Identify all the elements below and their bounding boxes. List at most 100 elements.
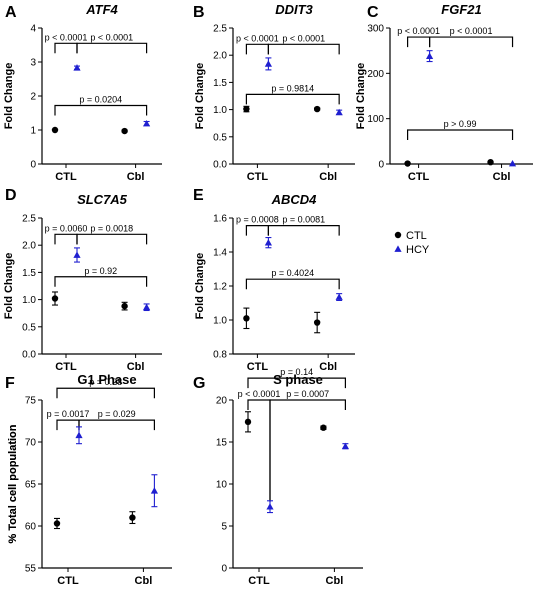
panel-b: B DDIT3 0.0 0.5 1.0 1.5 2.0 2.5 CTL Cbl Fold Chang… — [193, 2, 355, 183]
y-tick-label: 2.5 — [22, 214, 36, 225]
significance-bracket — [78, 419, 155, 431]
significance-bracket — [247, 377, 346, 389]
x-tick-label: Cbl — [135, 575, 153, 587]
y-axis-label: Fold Change — [194, 253, 206, 320]
significance-bracket — [245, 278, 340, 290]
y-tick-label: 1.0 — [213, 316, 227, 327]
y-tick-label: 2 — [30, 92, 36, 103]
data-point-ctl — [243, 105, 250, 113]
data-point-hcy — [75, 431, 83, 439]
x-tick-label: Cbl — [493, 171, 511, 183]
p-value-label: p = 0.0060 — [45, 223, 88, 233]
data-point-hcy — [73, 251, 81, 258]
x-tick-label: CTL — [57, 575, 79, 587]
y-axis-label: % Total cell population — [7, 424, 19, 543]
data-point-ctl — [129, 514, 136, 521]
panel-title: FGF21 — [441, 2, 481, 17]
data-point-ctl — [121, 302, 128, 310]
y-tick-label: 1.2 — [213, 282, 227, 293]
y-axis-label: Fold Change — [3, 253, 15, 320]
y-tick-label: 60 — [25, 522, 37, 533]
y-tick-label: 1.0 — [213, 105, 227, 116]
panel-letter: C — [367, 4, 379, 21]
data-point-hcy — [335, 108, 343, 116]
legend-label: HCY — [406, 244, 430, 256]
panel-letter: E — [193, 187, 204, 204]
significance-bracket — [54, 104, 148, 116]
y-axis-label: Fold Change — [194, 63, 206, 130]
data-point-hcy — [150, 487, 158, 494]
y-tick-label: 4 — [30, 24, 36, 35]
p-value-label: p = 0.92 — [84, 266, 117, 276]
data-point-ctl — [313, 319, 321, 326]
p-value-label: p = 0.4024 — [271, 268, 314, 278]
y-tick-label: 1.0 — [22, 295, 36, 306]
p-value-label: p = 0.0018 — [90, 223, 133, 233]
data-point-ctl — [404, 160, 411, 167]
significance-bracket — [407, 36, 431, 48]
panel-letter: F — [5, 375, 15, 392]
panel-c: C FGF21 0 100 200 300 CTL Cbl Fold Change p < 0.0… — [355, 2, 533, 183]
p-value-label: p = 0.0007 — [286, 389, 329, 399]
p-value-label: p > 0.99 — [444, 119, 477, 129]
p-value-label: p = 0.0081 — [282, 215, 325, 225]
legend-marker-ctl — [394, 231, 402, 239]
data-point-ctl — [313, 105, 321, 113]
data-point-ctl — [244, 418, 252, 426]
panel-g: G S phase 0 5 10 15 20 CTL Cbl % Total cell popul… — [7, 367, 363, 587]
y-tick-label: 0.8 — [213, 350, 227, 361]
x-tick-label: Cbl — [319, 171, 337, 183]
data-point-hcy — [143, 303, 151, 311]
panel-title: ABCD4 — [271, 192, 318, 207]
y-tick-label: 0 — [221, 564, 227, 575]
y-tick-label: 0.0 — [22, 350, 36, 361]
data-point-hcy — [73, 64, 81, 71]
y-tick-label: 75 — [25, 396, 37, 407]
significance-bracket — [54, 276, 148, 287]
y-tick-label: 1 — [30, 126, 36, 137]
data-point-ctl — [320, 424, 327, 431]
significance-bracket — [245, 93, 340, 105]
panel-a: A ATF4 0 1 2 3 4 CTL Cbl Fold Change p < 0.0001 p <… — [3, 2, 162, 183]
data-point-ctl — [487, 158, 494, 166]
y-tick-label: 300 — [367, 24, 384, 35]
data-point-hcy — [143, 119, 151, 127]
y-axis-label: Fold Change — [3, 63, 15, 130]
p-value-label: p < 0.0001 — [450, 26, 493, 36]
data-point-ctl — [53, 520, 61, 527]
data-point-ctl — [51, 126, 59, 134]
p-value-label: p = 0.0017 — [47, 409, 90, 419]
significance-bracket — [247, 399, 271, 502]
panel-letter: A — [5, 4, 17, 21]
y-tick-label: 15 — [216, 438, 228, 449]
significance-bracket — [54, 42, 78, 54]
y-tick-label: 200 — [367, 69, 384, 80]
y-tick-label: 2.0 — [22, 241, 36, 252]
y-tick-label: 0.5 — [22, 322, 36, 333]
panel-f: F G1 Phase 55 60 65 70 75 CTL Cbl % Total cell po… — [5, 372, 172, 587]
x-tick-label: Cbl — [319, 361, 337, 373]
panel-d: D SLC7A5 0.0 0.5 1.0 1.5 2.0 2.5 CTL Cbl Fold Chan… — [3, 187, 162, 373]
data-point-ctl — [243, 315, 250, 322]
significance-bracket — [56, 387, 155, 399]
significance-bracket — [76, 233, 148, 245]
significance-bracket — [54, 233, 78, 245]
legend: CTL HCY — [394, 230, 430, 256]
y-tick-label: 5 — [221, 522, 227, 533]
p-value-label: p = 0.0204 — [79, 95, 122, 105]
significance-bracket — [407, 129, 514, 140]
panel-title: S phase — [273, 372, 323, 387]
y-tick-label: 1.5 — [22, 268, 36, 279]
p-value-label: p = 0.029 — [98, 409, 136, 419]
x-tick-label: Cbl — [127, 361, 145, 373]
y-tick-label: 2.0 — [213, 51, 227, 62]
x-tick-label: CTL — [55, 361, 77, 373]
legend-marker-hcy — [394, 245, 402, 252]
significance-bracket — [267, 43, 340, 55]
y-tick-label: 0 — [30, 160, 36, 171]
y-tick-label: 1.5 — [213, 78, 227, 89]
y-axis-label: % Total cell population — [7, 424, 19, 543]
x-tick-label: Cbl — [326, 575, 344, 587]
x-tick-label: CTL — [55, 171, 77, 183]
